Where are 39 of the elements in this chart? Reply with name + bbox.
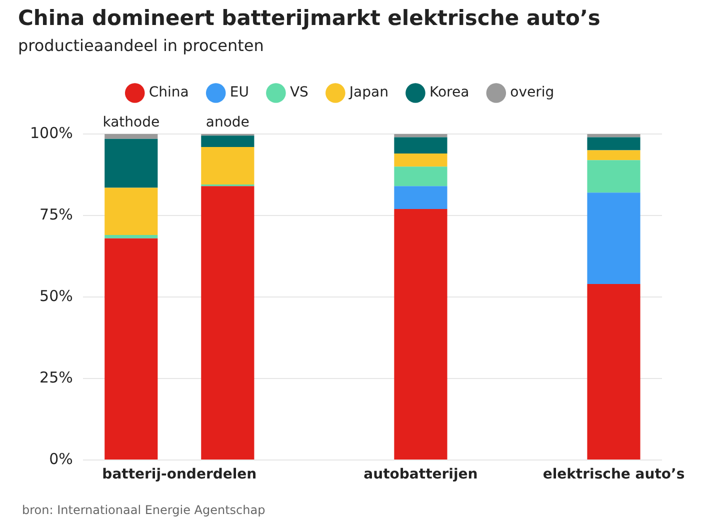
chart-subtitle: productieaandeel in procenten — [18, 36, 264, 55]
bar — [201, 186, 254, 460]
bar — [394, 134, 448, 138]
bar — [587, 134, 640, 138]
bar — [201, 136, 254, 148]
y-tick-label: 25% — [40, 368, 73, 386]
legend-label: EU — [230, 84, 249, 101]
bar — [394, 154, 448, 167]
bar — [104, 235, 158, 238]
bar — [394, 166, 448, 186]
legend-label: Korea — [429, 84, 470, 101]
y-tick-label: 0% — [49, 450, 73, 468]
x-tick-label: kathode — [102, 114, 160, 131]
y-tick-label: 75% — [40, 205, 73, 224]
legend-label: China — [148, 84, 189, 101]
bar — [587, 160, 640, 193]
bar — [394, 186, 448, 209]
bar — [104, 138, 158, 188]
x-tick-label: autobatterijen — [364, 466, 478, 483]
x-tick-label: anode — [206, 114, 250, 131]
bar — [104, 134, 158, 139]
x-tick-label: elektrische auto’s — [542, 466, 685, 483]
legend-label: VS — [290, 84, 309, 101]
y-tick-label: 100% — [30, 124, 73, 142]
bar — [394, 208, 448, 460]
bar — [394, 137, 448, 154]
chart-title: China domineert batterijmarkt elektrische auto’s — [18, 6, 600, 30]
bar — [104, 188, 158, 236]
text: bron: Internationaal Energie Agentschap — [22, 503, 266, 517]
text: batterij-onderdelen — [102, 466, 257, 483]
y-tick-label: 50% — [40, 286, 73, 305]
bar — [587, 284, 640, 460]
bar — [587, 137, 640, 150]
legend-label: Japan — [348, 84, 388, 101]
bar — [587, 150, 640, 160]
bar — [104, 238, 158, 460]
bar — [201, 147, 254, 185]
legend-label: overig — [510, 84, 554, 101]
bar — [587, 192, 640, 284]
